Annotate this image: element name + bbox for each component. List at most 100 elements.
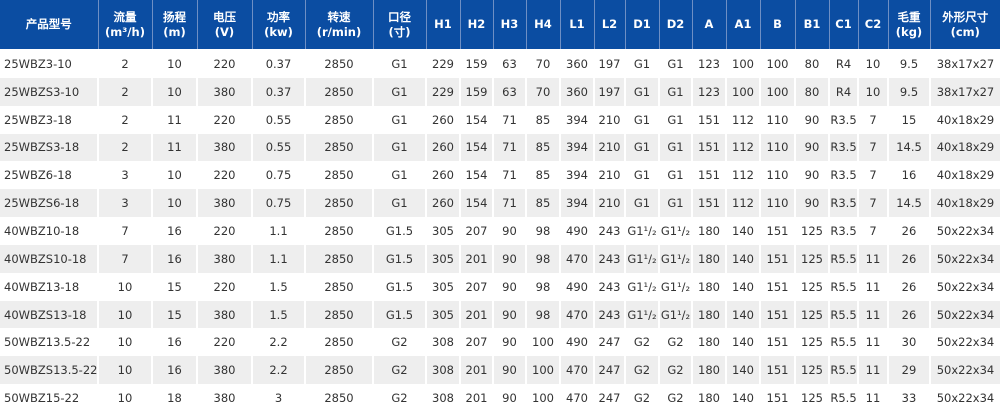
- table-cell: 125: [794, 244, 829, 273]
- table-cell: 90: [492, 300, 526, 329]
- table-cell: 7: [857, 189, 888, 218]
- table-cell: 123: [691, 50, 726, 78]
- table-cell: 229: [425, 77, 460, 106]
- table-cell: 125: [794, 300, 829, 329]
- table-cell: G1.5: [372, 300, 426, 329]
- table-cell: 2850: [304, 244, 373, 273]
- table-cell: 197: [593, 77, 625, 106]
- table-cell: 10: [97, 328, 152, 357]
- table-cell: 180: [691, 300, 726, 329]
- table-cell: 151: [759, 272, 795, 301]
- table-cell: 85: [525, 105, 560, 134]
- table-cell: 9.5: [887, 77, 930, 106]
- table-cell: 2850: [304, 50, 373, 78]
- model-cell: 40WBZ10-18: [4, 223, 80, 238]
- table-cell: 247: [593, 384, 625, 412]
- table-cell: 243: [593, 272, 625, 301]
- table-row: 40WBZS10-18 7 16 380 1.1 2850 G1.5 305 201 90 98 47…: [0, 244, 1000, 273]
- table-cell: G1¹/₂: [658, 244, 692, 273]
- table-cell: 2850: [304, 328, 373, 357]
- table-cell: 15: [151, 300, 197, 329]
- column-header: 毛重 (kg): [887, 0, 930, 50]
- table-cell: 201: [459, 300, 493, 329]
- table-cell: 151: [759, 328, 795, 357]
- table-cell: 11: [151, 105, 197, 134]
- table-cell: 112: [725, 161, 760, 190]
- table-cell: 26: [887, 217, 930, 245]
- table-cell: 1.1: [251, 217, 305, 245]
- table-cell: 125: [794, 217, 829, 245]
- table-cell: G1: [658, 133, 692, 162]
- table-cell: 159: [459, 50, 493, 78]
- table-cell: G1: [372, 77, 426, 106]
- table-cell: 305: [425, 217, 460, 245]
- table-cell: R3.5: [828, 189, 858, 218]
- table-cell: 85: [525, 189, 560, 218]
- table-cell: 90: [492, 384, 526, 412]
- table-cell: 2.2: [251, 356, 305, 385]
- table-cell: 247: [593, 356, 625, 385]
- table-cell: 2: [97, 50, 152, 78]
- table-cell: 10: [151, 189, 197, 218]
- table-cell: G1: [624, 161, 659, 190]
- table-row: 25WBZ3-10 2 10 220 0.37 2850 G1 229 159 63 70 360 19…: [0, 50, 1000, 78]
- model-cell: 25WBZ3-18: [4, 112, 72, 127]
- header-label: A: [704, 17, 714, 31]
- table-cell: 7: [97, 244, 152, 273]
- header-label: C2: [864, 17, 882, 31]
- column-header: 功率 (kw): [251, 0, 305, 50]
- table-cell: 151: [691, 161, 726, 190]
- model-cell: 50WBZS13.5-22: [0, 356, 98, 385]
- table-row: 40WBZ10-18 7 16 220 1.1 2850 G1.5 305 207 90 98 490…: [0, 217, 1000, 245]
- column-header: C2: [857, 0, 888, 50]
- header-label: 产品型号: [25, 17, 72, 31]
- table-cell: 90: [492, 217, 526, 245]
- table-cell: 7: [857, 133, 888, 162]
- table-cell: 71: [492, 189, 526, 218]
- table-cell: 90: [794, 189, 829, 218]
- table-cell: 38x17x27: [929, 50, 1000, 78]
- table-cell: R5.5: [828, 272, 858, 301]
- table-row: 25WBZS6-18 3 10 380 0.75 2850 G1 260 154 71 85 394 2…: [0, 189, 1000, 218]
- table-cell: 229: [425, 50, 460, 78]
- table-row: 25WBZ3-18 2 11 220 0.55 2850 G1 260 154 71 85 394 21…: [0, 105, 1000, 134]
- table-cell: 30: [887, 328, 930, 357]
- table-cell: 90: [794, 133, 829, 162]
- table-cell: 110: [759, 161, 795, 190]
- table-cell: 63: [492, 77, 526, 106]
- table-cell: R5.5: [828, 300, 858, 329]
- header-label: 流量: [113, 9, 137, 24]
- table-cell: 7: [857, 105, 888, 134]
- header-label: 扬程: [163, 9, 186, 24]
- table-cell: 11: [857, 328, 888, 357]
- table-cell: 50x22x34: [929, 300, 1000, 329]
- table-cell: 70: [525, 50, 560, 78]
- column-header: L2: [593, 0, 625, 50]
- table-cell: 151: [759, 217, 795, 245]
- table-cell: 0.55: [251, 105, 305, 134]
- table-cell: 201: [459, 356, 493, 385]
- table-cell: 151: [759, 300, 795, 329]
- table-cell: 2850: [304, 217, 373, 245]
- table-cell: 7: [857, 217, 888, 245]
- table-cell: 154: [459, 161, 493, 190]
- table-cell: 100: [525, 384, 560, 412]
- table-cell: 110: [759, 133, 795, 162]
- table-cell: G2: [372, 356, 426, 385]
- table-row: 50WBZ15-22 10 18 380 3 2850 G2 308 201 90 100 470 24…: [0, 384, 1000, 412]
- table-cell: 15: [151, 272, 197, 301]
- table-cell: 14.5: [887, 189, 930, 218]
- table-cell: G1: [372, 50, 426, 78]
- table-row: 40WBZS13-18 10 15 380 1.5 2850 G1.5 305 201 90 98 4…: [0, 300, 1000, 329]
- header-unit: (m³/h): [105, 24, 145, 39]
- table-cell: 260: [425, 189, 460, 218]
- table-cell: 207: [459, 272, 493, 301]
- table-cell: 125: [794, 356, 829, 385]
- header-label: 毛重: [897, 9, 921, 24]
- table-cell: 29: [887, 356, 930, 385]
- table-row: 25WBZ6-18 3 10 220 0.75 2850 G1 260 154 71 85 394 21…: [0, 161, 1000, 190]
- table-cell: 151: [759, 384, 795, 412]
- table-cell: 470: [559, 384, 594, 412]
- table-cell: 2850: [304, 105, 373, 134]
